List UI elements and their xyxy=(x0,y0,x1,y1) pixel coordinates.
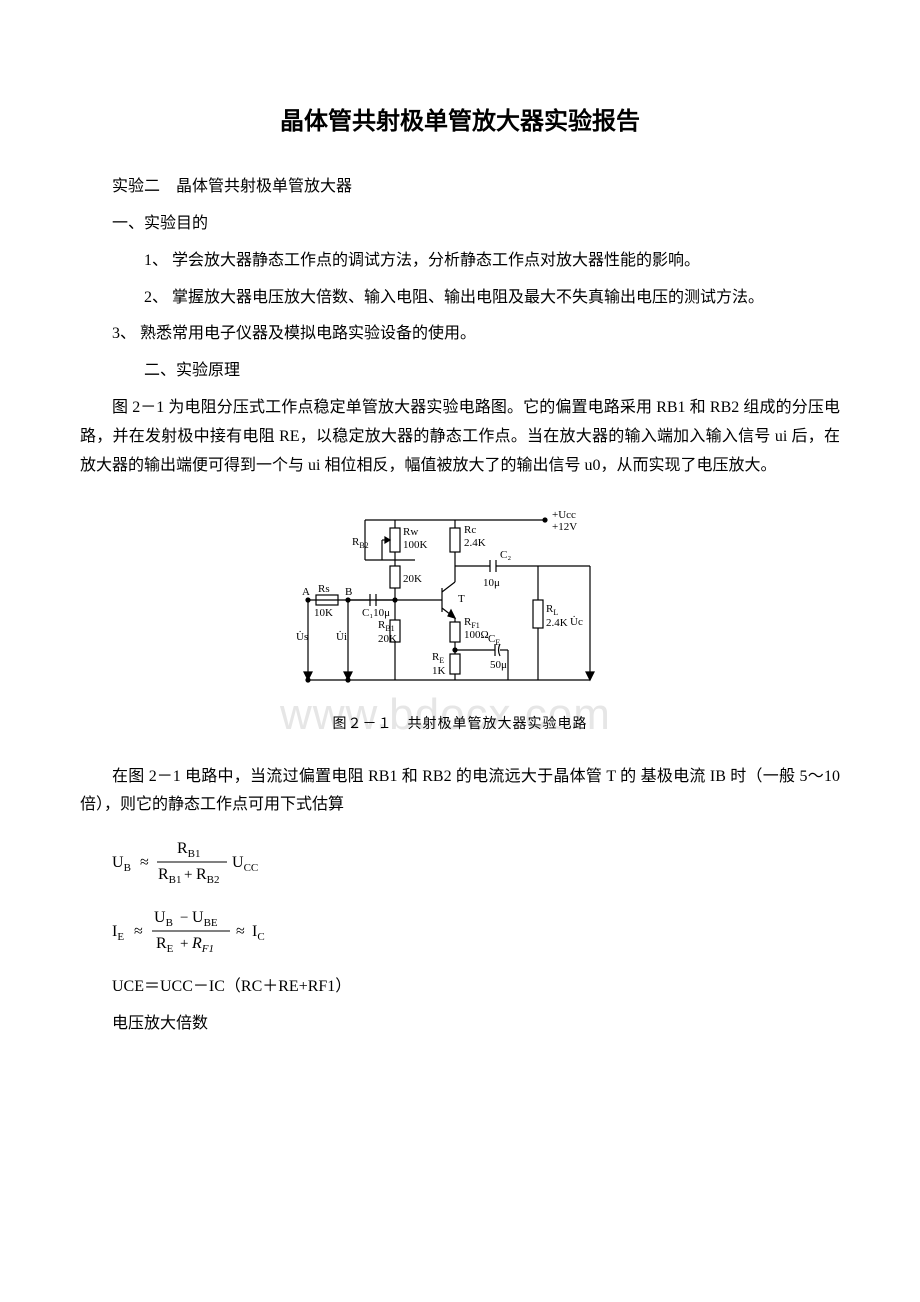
svg-text:RF1: RF1 xyxy=(464,616,480,630)
svg-text:20K: 20K xyxy=(378,633,397,645)
circuit-caption: 图２－１ 共射极单管放大器实验电路 xyxy=(333,712,588,737)
svg-text:RF1: RF1 xyxy=(191,935,214,955)
svg-text:+Ucc: +Ucc xyxy=(552,509,576,521)
svg-text:≈: ≈ xyxy=(140,854,149,871)
svg-text:100Ω: 100Ω xyxy=(464,629,489,641)
svg-text:A: A xyxy=(302,586,310,598)
svg-text:RB1: RB1 xyxy=(177,840,201,860)
formula-ub: UB ≈ RB1 RB1 + RB2 UCC xyxy=(80,835,840,889)
svg-text:+12V: +12V xyxy=(552,521,577,533)
svg-text:C₁10μ: C₁10μ xyxy=(362,607,390,619)
svg-text:2.4K: 2.4K xyxy=(546,617,568,629)
circuit-figure: +Ucc +12V Rw 100K RB2 20K xyxy=(80,500,840,737)
circuit-diagram: +Ucc +12V Rw 100K RB2 20K xyxy=(290,500,630,700)
svg-text:UBE: UBE xyxy=(192,909,218,929)
svg-text:1K: 1K xyxy=(432,665,446,677)
gain-label: 电压放大倍数 xyxy=(80,1010,840,1039)
svg-text:UCC: UCC xyxy=(232,854,258,874)
svg-text:50μ: 50μ xyxy=(490,659,507,671)
page-container: www.bdocx.com 晶体管共射极单管放大器实验报告 实验二 晶体管共射极… xyxy=(80,100,840,1039)
svg-text:RL: RL xyxy=(546,603,558,617)
svg-text:Rs: Rs xyxy=(318,583,330,595)
section-2-heading: 二、实验原理 xyxy=(80,357,840,386)
svg-text:UB: UB xyxy=(154,909,173,929)
svg-text:U̇c: U̇c xyxy=(570,616,583,628)
svg-text:RB2: RB2 xyxy=(352,536,369,550)
svg-text:Rw: Rw xyxy=(403,526,418,538)
svg-text:10K: 10K xyxy=(314,607,333,619)
svg-text:10μ: 10μ xyxy=(483,577,500,589)
svg-text:B: B xyxy=(345,586,352,598)
section-1-heading: 一、实验目的 xyxy=(80,210,840,239)
svg-text:≈: ≈ xyxy=(134,923,143,940)
svg-text:IE: IE xyxy=(112,923,124,943)
svg-text:RE: RE xyxy=(432,651,444,665)
svg-text:U̇i: U̇i xyxy=(336,631,347,643)
svg-text:RB2: RB2 xyxy=(196,866,220,886)
svg-text:RB1: RB1 xyxy=(158,866,182,886)
svg-text:UB: UB xyxy=(112,854,131,874)
svg-text:T: T xyxy=(458,593,465,605)
svg-text:100K: 100K xyxy=(403,539,428,551)
formula-ie: IE ≈ UB − UBE RE + RF1 ≈ IC xyxy=(80,904,840,958)
document-title: 晶体管共射极单管放大器实验报告 xyxy=(80,100,840,143)
objective-1: 1、 学会放大器静态工作点的调试方法，分析静态工作点对放大器性能的影响。 xyxy=(80,247,840,276)
svg-text:20K: 20K xyxy=(403,573,422,585)
formula-uce: UCE＝UCC－IC（RC＋RE+RF1） xyxy=(80,973,840,1002)
svg-text:2.4K: 2.4K xyxy=(464,537,486,549)
svg-text:RB1: RB1 xyxy=(378,619,395,633)
principle-paragraph-1: 图 2－1 为电阻分压式工作点稳定单管放大器实验电路图。它的偏置电路采用 RB1… xyxy=(80,394,840,480)
svg-text:RE: RE xyxy=(156,935,174,955)
svg-text:CE: CE xyxy=(488,633,500,647)
principle-paragraph-2: 在图 2－1 电路中，当流过偏置电阻 RB1 和 RB2 的电流远大于晶体管 T… xyxy=(80,763,840,821)
svg-text:+: + xyxy=(180,936,188,952)
svg-text:IC: IC xyxy=(252,923,265,943)
svg-text:C₂: C₂ xyxy=(500,549,511,561)
svg-text:Rc: Rc xyxy=(464,524,476,536)
subtitle: 实验二 晶体管共射极单管放大器 xyxy=(80,173,840,202)
svg-text:U̇s: U̇s xyxy=(296,631,308,643)
svg-text:+: + xyxy=(184,867,192,883)
objective-2: 2、 掌握放大器电压放大倍数、输入电阻、输出电阻及最大不失真输出电压的测试方法。 xyxy=(80,284,840,313)
svg-text:≈: ≈ xyxy=(236,923,245,940)
objective-3: 3、 熟悉常用电子仪器及模拟电路实验设备的使用。 xyxy=(80,320,840,349)
svg-text:−: − xyxy=(180,910,188,926)
